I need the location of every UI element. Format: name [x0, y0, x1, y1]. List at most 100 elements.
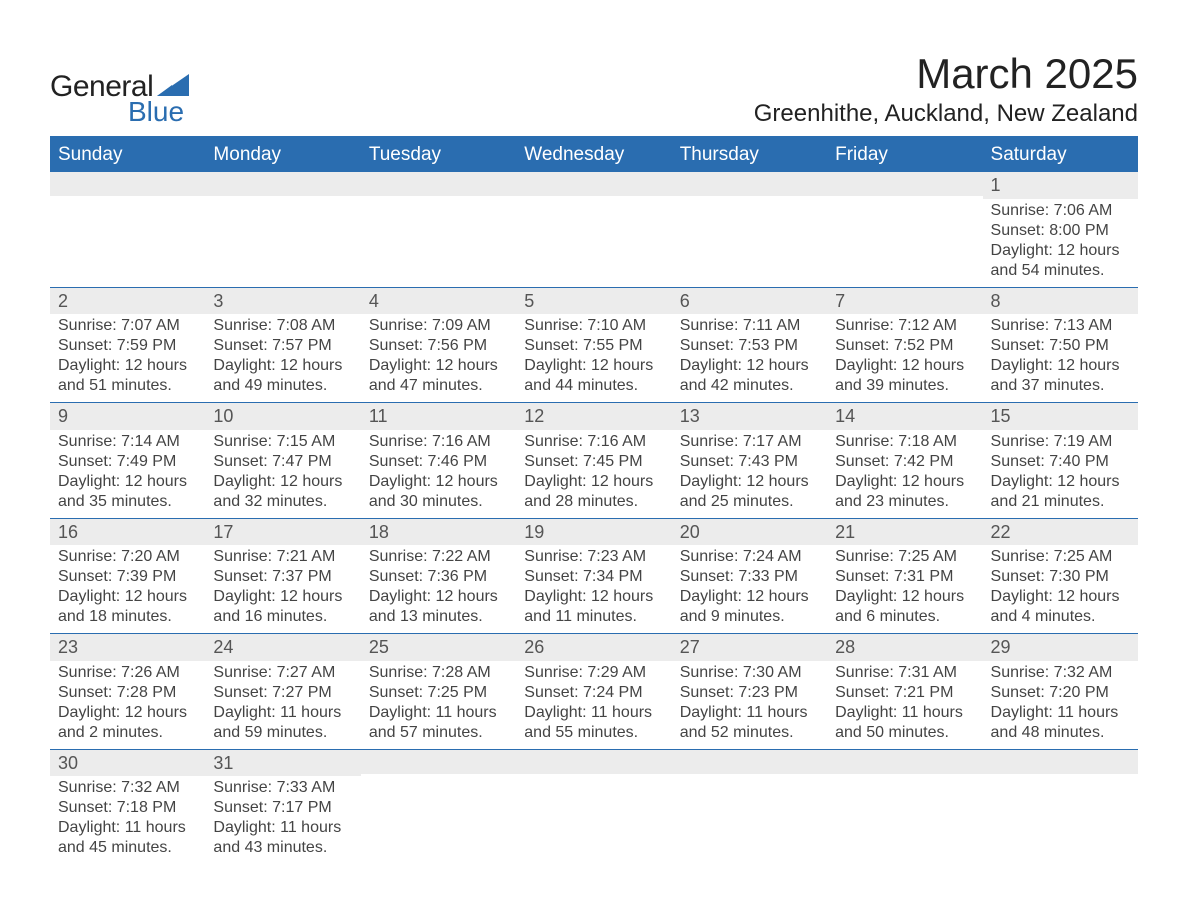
day-7: 7Sunrise: 7:12 AMSunset: 7:52 PMDaylight… — [827, 288, 982, 403]
day-daylight2: and 44 minutes. — [524, 376, 663, 396]
day-number: 7 — [827, 288, 982, 315]
day-daylight2: and 39 minutes. — [835, 376, 974, 396]
day-daylight1: Daylight: 12 hours — [835, 356, 974, 376]
day-daylight1: Daylight: 11 hours — [369, 703, 508, 723]
day-number: 16 — [50, 519, 205, 546]
day-4: 4Sunrise: 7:09 AMSunset: 7:56 PMDaylight… — [361, 288, 516, 403]
day-number — [50, 172, 205, 196]
day-sunrise: Sunrise: 7:06 AM — [991, 201, 1130, 221]
day-26: 26Sunrise: 7:29 AMSunset: 7:24 PMDayligh… — [516, 634, 671, 749]
day-body: Sunrise: 7:17 AMSunset: 7:43 PMDaylight:… — [672, 430, 827, 518]
day-daylight1: Daylight: 12 hours — [835, 472, 974, 492]
day-daylight2: and 47 minutes. — [369, 376, 508, 396]
day-11: 11Sunrise: 7:16 AMSunset: 7:46 PMDayligh… — [361, 403, 516, 518]
day-28: 28Sunrise: 7:31 AMSunset: 7:21 PMDayligh… — [827, 634, 982, 749]
week-row: 23Sunrise: 7:26 AMSunset: 7:28 PMDayligh… — [50, 634, 1138, 750]
day-sunrise: Sunrise: 7:12 AM — [835, 316, 974, 336]
day-daylight1: Daylight: 12 hours — [369, 356, 508, 376]
day-empty — [205, 172, 360, 287]
day-3: 3Sunrise: 7:08 AMSunset: 7:57 PMDaylight… — [205, 288, 360, 403]
day-8: 8Sunrise: 7:13 AMSunset: 7:50 PMDaylight… — [983, 288, 1138, 403]
day-number: 19 — [516, 519, 671, 546]
day-number: 3 — [205, 288, 360, 315]
day-sunset: Sunset: 7:40 PM — [991, 452, 1130, 472]
day-body: Sunrise: 7:18 AMSunset: 7:42 PMDaylight:… — [827, 430, 982, 518]
day-sunrise: Sunrise: 7:07 AM — [58, 316, 197, 336]
day-sunset: Sunset: 7:18 PM — [58, 798, 197, 818]
day-5: 5Sunrise: 7:10 AMSunset: 7:55 PMDaylight… — [516, 288, 671, 403]
day-sunrise: Sunrise: 7:23 AM — [524, 547, 663, 567]
day-29: 29Sunrise: 7:32 AMSunset: 7:20 PMDayligh… — [983, 634, 1138, 749]
day-sunrise: Sunrise: 7:11 AM — [680, 316, 819, 336]
day-number: 20 — [672, 519, 827, 546]
day-15: 15Sunrise: 7:19 AMSunset: 7:40 PMDayligh… — [983, 403, 1138, 518]
day-daylight2: and 28 minutes. — [524, 492, 663, 512]
day-daylight2: and 55 minutes. — [524, 723, 663, 743]
day-daylight2: and 30 minutes. — [369, 492, 508, 512]
day-body: Sunrise: 7:24 AMSunset: 7:33 PMDaylight:… — [672, 545, 827, 633]
day-sunrise: Sunrise: 7:08 AM — [213, 316, 352, 336]
dow-saturday: Saturday — [983, 138, 1138, 172]
day-number — [827, 750, 982, 774]
day-sunrise: Sunrise: 7:28 AM — [369, 663, 508, 683]
day-empty — [827, 750, 982, 865]
day-body: Sunrise: 7:32 AMSunset: 7:18 PMDaylight:… — [50, 776, 205, 864]
day-daylight1: Daylight: 12 hours — [680, 472, 819, 492]
day-daylight2: and 11 minutes. — [524, 607, 663, 627]
day-daylight2: and 21 minutes. — [991, 492, 1130, 512]
day-sunrise: Sunrise: 7:26 AM — [58, 663, 197, 683]
day-sunrise: Sunrise: 7:24 AM — [680, 547, 819, 567]
dow-thursday: Thursday — [672, 138, 827, 172]
day-body: Sunrise: 7:11 AMSunset: 7:53 PMDaylight:… — [672, 314, 827, 402]
day-daylight2: and 23 minutes. — [835, 492, 974, 512]
day-body: Sunrise: 7:20 AMSunset: 7:39 PMDaylight:… — [50, 545, 205, 633]
day-daylight1: Daylight: 12 hours — [58, 356, 197, 376]
day-daylight1: Daylight: 12 hours — [58, 703, 197, 723]
dow-tuesday: Tuesday — [361, 138, 516, 172]
day-10: 10Sunrise: 7:15 AMSunset: 7:47 PMDayligh… — [205, 403, 360, 518]
day-sunset: Sunset: 7:42 PM — [835, 452, 974, 472]
day-daylight1: Daylight: 11 hours — [680, 703, 819, 723]
dow-monday: Monday — [205, 138, 360, 172]
day-sunrise: Sunrise: 7:16 AM — [524, 432, 663, 452]
day-sunrise: Sunrise: 7:10 AM — [524, 316, 663, 336]
dow-sunday: Sunday — [50, 138, 205, 172]
day-number: 5 — [516, 288, 671, 315]
day-daylight2: and 48 minutes. — [991, 723, 1130, 743]
day-sunset: Sunset: 7:55 PM — [524, 336, 663, 356]
day-22: 22Sunrise: 7:25 AMSunset: 7:30 PMDayligh… — [983, 519, 1138, 634]
day-empty — [672, 172, 827, 287]
day-number: 31 — [205, 750, 360, 777]
day-daylight1: Daylight: 12 hours — [58, 472, 197, 492]
day-daylight2: and 13 minutes. — [369, 607, 508, 627]
day-sunrise: Sunrise: 7:09 AM — [369, 316, 508, 336]
day-daylight1: Daylight: 12 hours — [680, 587, 819, 607]
day-body: Sunrise: 7:08 AMSunset: 7:57 PMDaylight:… — [205, 314, 360, 402]
day-empty — [983, 750, 1138, 865]
day-sunrise: Sunrise: 7:13 AM — [991, 316, 1130, 336]
day-sunrise: Sunrise: 7:32 AM — [58, 778, 197, 798]
day-daylight1: Daylight: 11 hours — [213, 818, 352, 838]
day-empty — [516, 172, 671, 287]
day-sunset: Sunset: 7:21 PM — [835, 683, 974, 703]
week-row: 30Sunrise: 7:32 AMSunset: 7:18 PMDayligh… — [50, 750, 1138, 865]
day-number: 24 — [205, 634, 360, 661]
day-sunset: Sunset: 7:17 PM — [213, 798, 352, 818]
day-number — [827, 172, 982, 196]
day-number: 1 — [983, 172, 1138, 199]
day-daylight2: and 18 minutes. — [58, 607, 197, 627]
page-title: March 2025 — [754, 50, 1138, 98]
day-6: 6Sunrise: 7:11 AMSunset: 7:53 PMDaylight… — [672, 288, 827, 403]
day-25: 25Sunrise: 7:28 AMSunset: 7:25 PMDayligh… — [361, 634, 516, 749]
day-number — [361, 750, 516, 774]
day-12: 12Sunrise: 7:16 AMSunset: 7:45 PMDayligh… — [516, 403, 671, 518]
day-number: 22 — [983, 519, 1138, 546]
day-daylight2: and 16 minutes. — [213, 607, 352, 627]
day-number: 18 — [361, 519, 516, 546]
day-9: 9Sunrise: 7:14 AMSunset: 7:49 PMDaylight… — [50, 403, 205, 518]
day-daylight1: Daylight: 12 hours — [991, 472, 1130, 492]
day-daylight2: and 42 minutes. — [680, 376, 819, 396]
day-daylight1: Daylight: 12 hours — [213, 587, 352, 607]
day-sunset: Sunset: 7:36 PM — [369, 567, 508, 587]
day-empty — [516, 750, 671, 865]
